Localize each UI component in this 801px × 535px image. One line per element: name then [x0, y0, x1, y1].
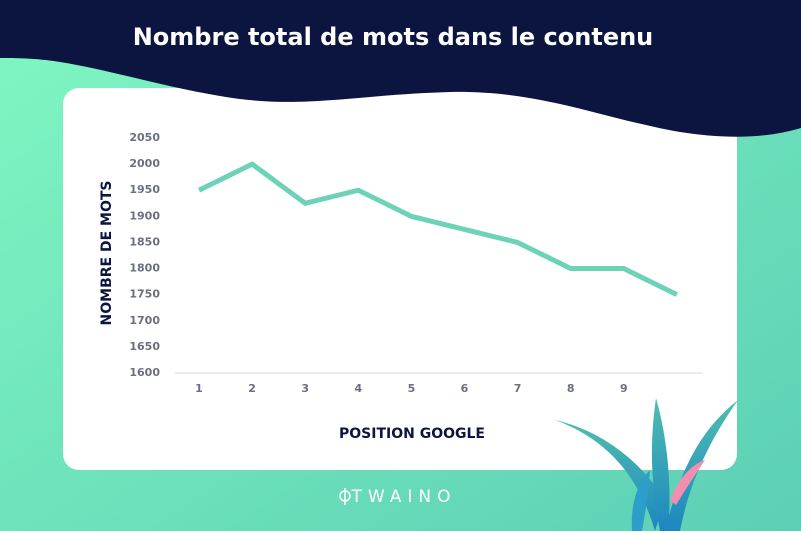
y-tick-label: 1600	[129, 366, 160, 379]
y-tick-label: 1750	[129, 288, 160, 301]
y-axis-label: NOMBRE DE MOTS	[99, 181, 115, 326]
brand-logo: TWAINO	[339, 487, 456, 507]
x-tick-label: 2	[248, 382, 256, 395]
header-wave	[0, 0, 801, 137]
x-tick-label: 9	[620, 382, 628, 395]
data-line	[197, 161, 679, 297]
y-tick-label: 1800	[129, 262, 160, 275]
x-tick-label: 5	[408, 382, 416, 395]
plant	[555, 398, 738, 531]
x-tick-label: 6	[461, 382, 469, 395]
y-tick-label: 1950	[129, 183, 160, 196]
x-tick-label: 7	[514, 382, 522, 395]
x-tick-label: 3	[301, 382, 309, 395]
y-tick-label: 2000	[129, 157, 160, 170]
chart-title: Nombre total de mots dans le contenu	[133, 23, 654, 51]
brand-name: TWAINO	[350, 487, 456, 507]
y-tick-label: 1850	[129, 235, 160, 248]
y-tick-label: 1650	[129, 340, 160, 353]
chart-card	[63, 88, 737, 470]
x-tick-label: 8	[567, 382, 575, 395]
x-axis-label: POSITION GOOGLE	[339, 426, 485, 442]
y-tick-label: 1900	[129, 209, 160, 222]
x-tick-label: 1	[195, 382, 203, 395]
y-tick-label: 1700	[129, 314, 160, 327]
y-tick-label: 2050	[129, 131, 160, 144]
x-tick-label: 4	[354, 382, 362, 395]
